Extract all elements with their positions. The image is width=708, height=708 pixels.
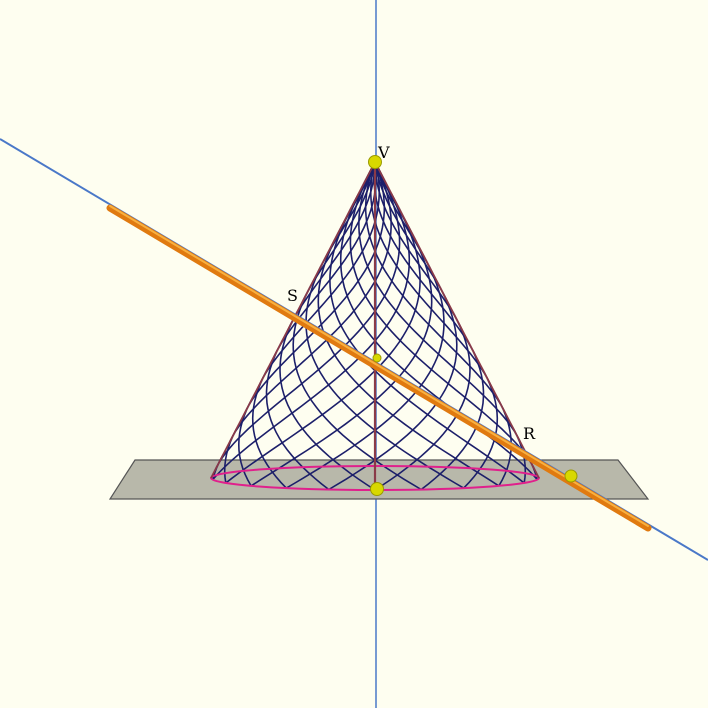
orange-line[interactable]	[106, 204, 652, 532]
orange-line-body	[106, 204, 652, 532]
cone-mesh-curve	[374, 308, 471, 491]
cone-mesh-curve	[328, 276, 458, 491]
cone-mesh-curve	[225, 193, 421, 484]
orange-line-highlight	[109, 205, 649, 527]
cone-mesh-curve	[257, 161, 381, 388]
cone-mesh-curve	[285, 250, 445, 489]
cone-surface[interactable]	[210, 161, 540, 491]
cone-right-generator	[374, 161, 540, 479]
cone-mesh-curve	[211, 161, 401, 477]
cone-mesh-curve	[250, 219, 433, 487]
cone-mesh-curve	[279, 308, 376, 491]
cone-mesh-curve	[358, 161, 523, 446]
cone-mesh-curve	[212, 161, 411, 481]
cone-mesh-curve	[420, 334, 485, 491]
cone-mesh-curve	[329, 193, 525, 484]
cone-mesh-curve	[369, 161, 493, 388]
cone-mesh-curve	[227, 161, 392, 446]
base-center-point[interactable]	[370, 482, 384, 496]
cone-mesh-curve	[287, 161, 376, 331]
point-r-label: R	[523, 424, 536, 443]
plane-intersection-point[interactable]	[564, 469, 578, 483]
cone-mesh-curve	[241, 161, 386, 420]
apex-label: V	[377, 143, 390, 162]
point-s-label: S	[287, 286, 298, 305]
apex-point[interactable]	[368, 155, 382, 169]
axis-intersection-point[interactable]	[372, 353, 382, 363]
